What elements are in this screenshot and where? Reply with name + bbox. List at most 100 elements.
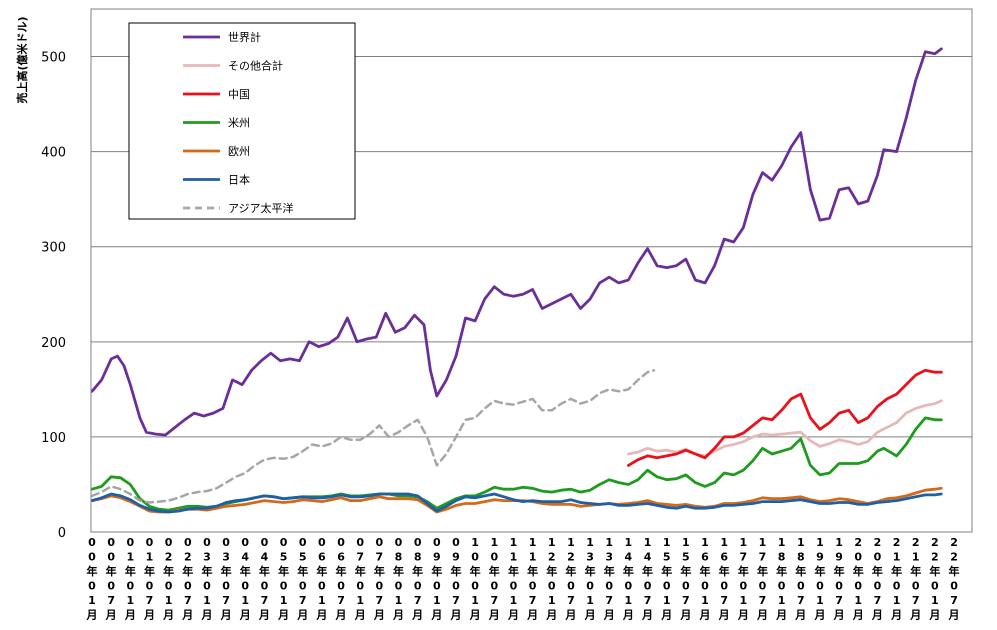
x-tick-char: 月: [488, 609, 500, 622]
x-tick-char: 0: [376, 580, 384, 593]
y-axis-ticks: 0 100 200 300 400 500: [41, 51, 66, 541]
series-layer: [90, 47, 943, 514]
x-tick-char: 7: [950, 594, 958, 607]
x-tick-char: 月: [373, 609, 385, 622]
x-tick-char: 5: [682, 551, 690, 564]
x-tick-char: 2: [893, 536, 901, 549]
x-tick-char: 年: [278, 564, 289, 578]
x-tick-char: 7: [759, 551, 767, 564]
x-tick-char: 1: [912, 551, 920, 564]
x-tick-char: 年: [393, 564, 404, 578]
x-tick-char: 1: [165, 594, 173, 607]
x-tick-char: 0: [950, 580, 958, 593]
x-tick-char: 1: [759, 536, 767, 549]
x-tick-char: 1: [816, 536, 824, 549]
x-tick-char: 1: [797, 536, 805, 549]
x-tick-char: 0: [663, 580, 671, 593]
x-tick-char: 5: [299, 551, 307, 564]
x-tick-char: 1: [280, 594, 288, 607]
x-tick-char: 7: [739, 551, 747, 564]
x-tick-char: 7: [835, 594, 843, 607]
x-tick-char: 7: [759, 594, 767, 607]
x-tick-char: 1: [835, 536, 843, 549]
x-tick-label: 1 6年 07 月: [718, 536, 730, 622]
y-tick-label: 0: [58, 526, 66, 541]
x-tick-char: 年: [795, 564, 806, 578]
x-tick-char: 年: [527, 564, 538, 578]
x-tick-char: 0: [854, 580, 862, 593]
x-tick-char: 7: [376, 551, 384, 564]
y-tick-label: 300: [41, 241, 66, 256]
x-tick-char: 0: [146, 580, 154, 593]
x-tick-char: 3: [605, 551, 613, 564]
x-tick-char: 4: [644, 551, 652, 564]
x-tick-char: 0: [146, 536, 154, 549]
x-tick-char: 年: [489, 564, 500, 578]
x-tick-char: 9: [433, 551, 441, 564]
x-tick-char: 年: [872, 564, 883, 578]
x-tick-label: 1 4年 07 月: [641, 536, 653, 622]
x-tick-char: 0: [222, 536, 230, 549]
legend-label: 世界計: [228, 30, 261, 44]
x-tick-char: 1: [529, 536, 537, 549]
x-tick-char: 6: [701, 551, 709, 564]
x-tick-char: 月: [948, 609, 960, 622]
x-tick-char: 1: [816, 594, 824, 607]
x-tick-char: 2: [950, 536, 958, 549]
x-tick-char: 0: [586, 580, 594, 593]
x-tick-char: 2: [165, 551, 173, 564]
x-tick-char: 0: [165, 580, 173, 593]
x-tick-char: 月: [239, 609, 251, 622]
x-tick-char: 0: [605, 580, 613, 593]
x-tick-char: 年: [546, 564, 557, 578]
x-tick-char: 1: [701, 536, 709, 549]
x-tick-char: 0: [720, 580, 728, 593]
legend-label: その他合計: [228, 59, 283, 73]
x-tick-char: 年: [834, 564, 845, 578]
x-tick-char: 0: [241, 536, 249, 549]
x-tick-char: 7: [529, 594, 537, 607]
x-tick-char: 月: [852, 609, 864, 622]
legend-label: アジア太平洋: [228, 201, 294, 215]
x-tick-char: 年: [182, 564, 193, 578]
x-tick-char: 2: [931, 551, 939, 564]
x-tick-char: 0: [241, 580, 249, 593]
x-tick-char: 1: [931, 594, 939, 607]
x-tick-label: 2 1年 07 月: [909, 536, 921, 622]
x-tick-char: 2: [950, 551, 958, 564]
x-tick-char: 1: [471, 536, 479, 549]
x-tick-char: 0: [261, 580, 269, 593]
x-tick-char: 月: [354, 609, 366, 622]
x-tick-char: 年: [259, 564, 270, 578]
x-tick-char: 7: [605, 594, 613, 607]
x-tick-char: 6: [720, 551, 728, 564]
x-tick-char: 0: [471, 580, 479, 593]
x-tick-char: 年: [680, 564, 691, 578]
x-tick-char: 年: [585, 564, 596, 578]
x-tick-char: 2: [874, 536, 882, 549]
x-tick-char: 年: [719, 564, 730, 578]
x-tick-char: 年: [661, 564, 672, 578]
series-line-5: [90, 492, 943, 514]
x-tick-char: 1: [893, 594, 901, 607]
x-tick-char: 0: [318, 580, 326, 593]
x-tick-char: 7: [356, 551, 364, 564]
x-tick-label: 1 2年 07 月: [564, 536, 576, 622]
x-tick-char: 8: [395, 551, 403, 564]
x-tick-char: 1: [548, 594, 556, 607]
x-tick-char: 0: [107, 536, 115, 549]
x-tick-char: 0: [376, 536, 384, 549]
x-tick-char: 1: [126, 594, 134, 607]
x-axis-ticks: 00年01月00年07月01年01月01年07月02年01月02年07月03年0…: [86, 536, 960, 622]
x-tick-char: 1: [701, 594, 709, 607]
x-tick-char: 0: [797, 580, 805, 593]
x-tick-char: 年: [853, 564, 864, 578]
